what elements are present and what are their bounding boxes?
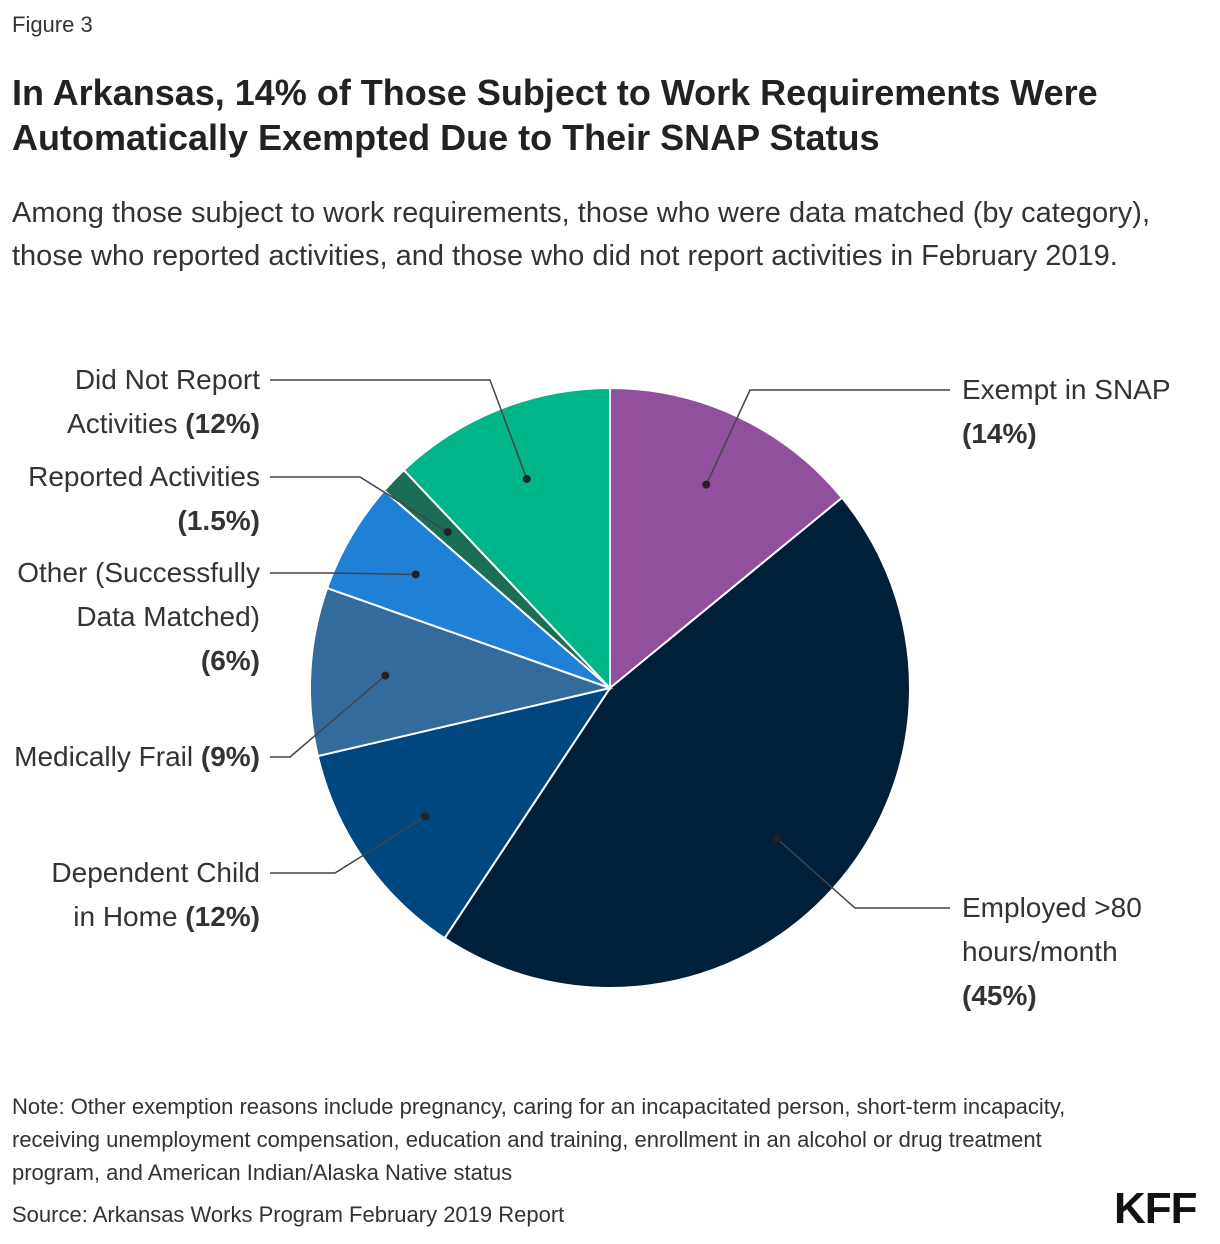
category-label: Did Not Report Activities xyxy=(67,364,260,439)
leader-dot xyxy=(522,474,531,483)
slice-label: Did Not Report Activities (12%) xyxy=(10,358,260,446)
chart-title: In Arkansas, 14% of Those Subject to Wor… xyxy=(12,72,1098,158)
slice-label: Other (Successfully Data Matched) (6%) xyxy=(10,551,260,683)
slice-label: Medically Frail (9%) xyxy=(10,735,260,779)
leader-line xyxy=(776,838,950,909)
value-label: (45%) xyxy=(962,980,1037,1011)
pie-slice xyxy=(316,686,613,940)
value-label: (6%) xyxy=(200,645,260,676)
value-label: (14%) xyxy=(962,418,1037,449)
category-label: Exempt in SNAP xyxy=(962,374,1171,405)
slice-label: Dependent Child in Home (12%) xyxy=(35,851,260,939)
category-label: Dependent Child in Home xyxy=(51,857,260,932)
slice-label: Reported Activities (1.5%) xyxy=(10,455,260,543)
leader-dot xyxy=(702,480,711,489)
category-label: Employed >80 hours/month xyxy=(962,892,1142,967)
leader-dot xyxy=(421,812,430,821)
source: Source: Arkansas Works Program February … xyxy=(12,1202,565,1227)
pie-slice xyxy=(309,586,614,758)
leader-line xyxy=(705,389,950,485)
slice-label: Employed >80 hours/month (45%) xyxy=(962,886,1182,1018)
value-label: (9%) xyxy=(200,741,260,772)
leader-dot xyxy=(443,528,452,537)
logo: KFF xyxy=(1114,1184,1198,1233)
leader-line xyxy=(270,572,416,576)
category-label: Other (Successfully Data Matched) xyxy=(17,557,260,632)
category-label: Reported Activities xyxy=(28,461,260,492)
leader-line xyxy=(270,379,528,480)
leader-dot xyxy=(411,570,420,579)
figure-label: Figure 3 xyxy=(12,12,93,37)
leader-line xyxy=(270,675,386,758)
value-label: (1.5%) xyxy=(177,505,260,536)
category-label: Medically Frail xyxy=(14,741,194,772)
pie-slice xyxy=(402,386,611,691)
leader-line xyxy=(270,815,426,874)
value-label: (12%) xyxy=(185,901,260,932)
leader-dot xyxy=(381,671,390,680)
leader-line xyxy=(270,476,449,533)
slice-label: Exempt in SNAP (14%) xyxy=(962,368,1212,456)
note: Note: Other exemption reasons include pr… xyxy=(12,1094,1066,1185)
value-label: (12%) xyxy=(185,408,260,439)
chart-subtitle: Among those subject to work requirements… xyxy=(12,197,1151,272)
leader-dot xyxy=(773,834,782,843)
